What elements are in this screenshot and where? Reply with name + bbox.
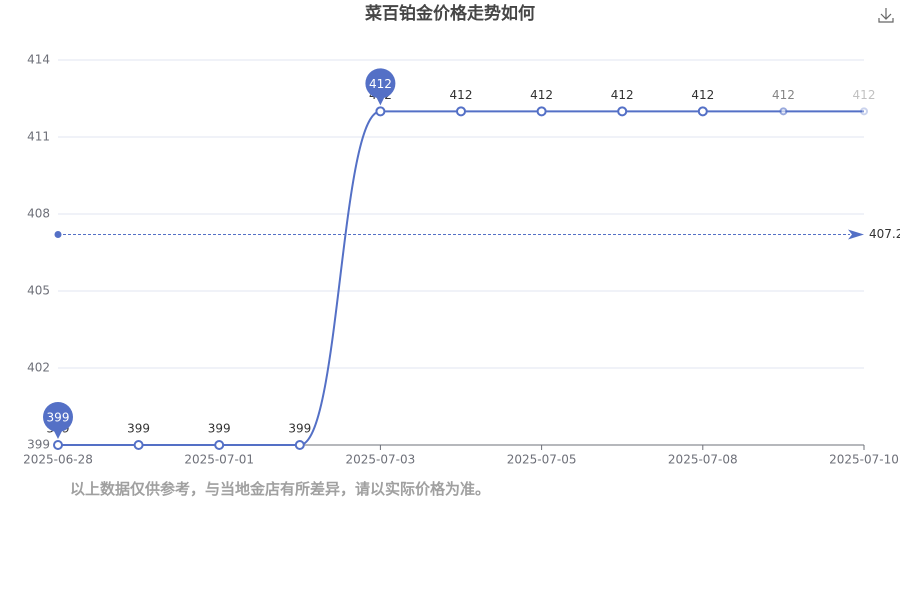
y-tick-label: 411 — [27, 130, 50, 144]
pin-label: 412 — [369, 77, 392, 91]
data-label: 399 — [208, 422, 231, 436]
point — [536, 106, 547, 117]
data-label: 412 — [530, 88, 553, 102]
point — [53, 440, 63, 450]
download-icon[interactable] — [878, 8, 894, 23]
chart-title: 菜百铂金价格走势如何 — [364, 3, 535, 24]
data-label: 399 — [288, 422, 311, 436]
x-tick-label: 2025-07-05 — [507, 453, 577, 467]
data-label: 412 — [772, 88, 795, 102]
footnote: 以上数据仅供参考，与当地金店有所差异，请以实际价格为准。 — [70, 480, 491, 498]
y-tick-label: 414 — [27, 53, 50, 67]
point — [456, 106, 466, 117]
y-tick-label: 399 — [27, 438, 50, 452]
data-label: 412 — [853, 88, 876, 102]
point — [294, 440, 305, 450]
line — [58, 110, 864, 447]
point — [779, 107, 788, 116]
data-label: 412 — [450, 88, 473, 102]
average-label: 407.2 — [869, 227, 900, 241]
point — [133, 440, 144, 450]
pin-head — [365, 68, 396, 99]
average-start — [54, 231, 62, 239]
point — [697, 106, 708, 117]
x-tick-label: 2025-07-10 — [829, 453, 899, 467]
point — [214, 440, 225, 450]
x-tick-label: 2025-07-03 — [346, 453, 416, 467]
point — [617, 106, 628, 117]
y-tick-label: 402 — [27, 361, 50, 375]
point — [860, 107, 868, 116]
point — [375, 106, 386, 117]
x-tick-label: 2025-06-28 — [23, 453, 93, 467]
y-tick-label: 408 — [27, 207, 50, 221]
pin-head — [43, 402, 73, 432]
data-label: 412 — [691, 88, 714, 102]
x-tick-label: 2025-07-08 — [668, 453, 738, 467]
pin-label: 399 — [47, 411, 70, 425]
data-label: 412 — [611, 88, 634, 102]
data-label: 399 — [127, 422, 150, 436]
average-arrow — [848, 229, 864, 240]
x-tick-label: 2025-07-01 — [184, 453, 254, 467]
y-tick-label: 405 — [27, 284, 50, 298]
